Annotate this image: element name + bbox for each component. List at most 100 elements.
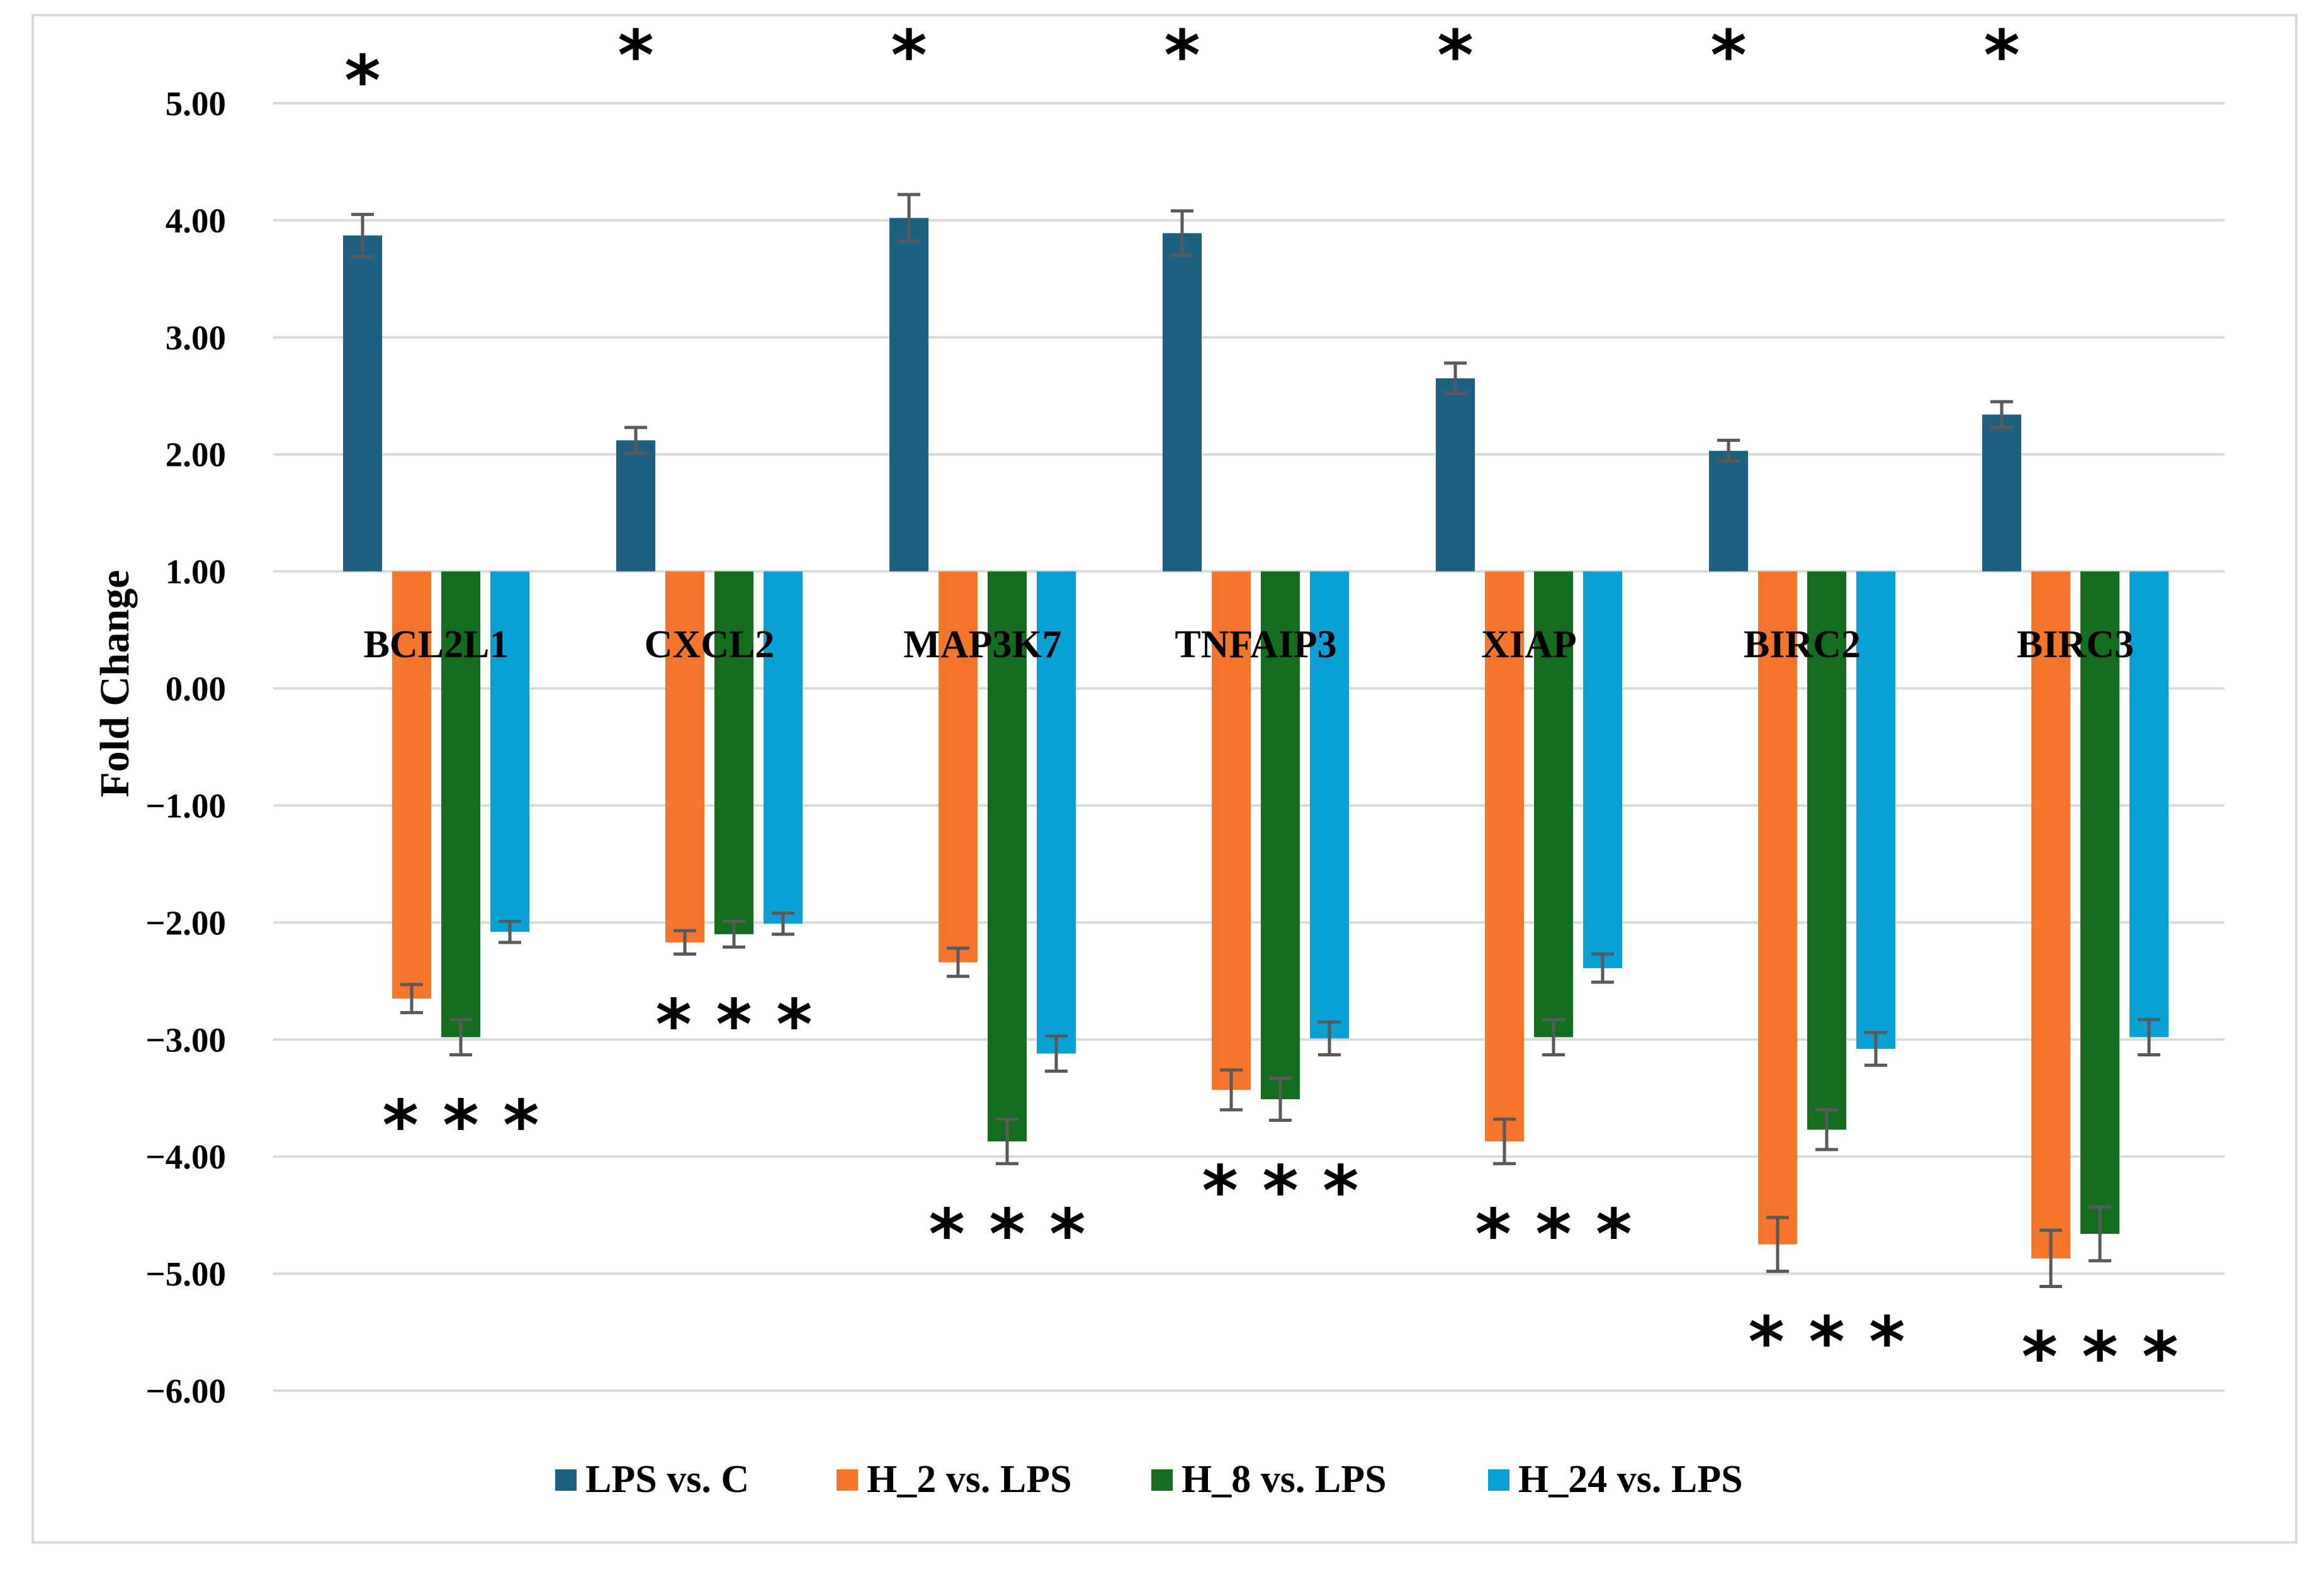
y-tick-label: 0.00 bbox=[166, 670, 226, 708]
legend-swatch bbox=[1151, 1469, 1173, 1491]
error-bar bbox=[499, 920, 521, 944]
bar-tnfaip3-series-1 bbox=[1163, 233, 1202, 572]
error-bar bbox=[1990, 400, 2013, 429]
bar-bcl2l1-series-2 bbox=[392, 571, 431, 999]
error-bar bbox=[898, 193, 920, 243]
legend-swatch bbox=[1488, 1469, 1509, 1491]
legend-swatch bbox=[555, 1469, 577, 1491]
category-label: BCL2L1 bbox=[364, 623, 509, 666]
error-bar bbox=[1717, 438, 1740, 463]
category-label: BIRC3 bbox=[2017, 623, 2134, 666]
category-labels: BCL2L1 CXCL2 MAP3K7 TNFAIP3 XIAP BIRC2 BIRC3 bbox=[364, 623, 2134, 666]
legend-label: LPS vs. C bbox=[585, 1458, 749, 1501]
y-tick-label: −6.00 bbox=[145, 1372, 226, 1410]
error-bar bbox=[1220, 1068, 1243, 1112]
legend-entry: H_8 vs. LPS bbox=[1151, 1458, 1387, 1501]
error-bar bbox=[1171, 209, 1193, 257]
bar-map3k7-series-3 bbox=[988, 571, 1027, 1142]
legend-label: H_24 vs. LPS bbox=[1518, 1458, 1743, 1501]
bar-tnfaip3-series-3 bbox=[1261, 571, 1300, 1100]
bar-map3k7-series-1 bbox=[889, 218, 928, 572]
error-bar bbox=[1542, 1018, 1565, 1056]
y-axis-title: Fold Change bbox=[92, 570, 138, 797]
significance-mark-top: * bbox=[1710, 16, 1747, 96]
error-bar bbox=[2089, 1205, 2111, 1263]
legend-label: H_2 vs. LPS bbox=[867, 1458, 1072, 1501]
legend-label: H_8 vs. LPS bbox=[1182, 1458, 1387, 1501]
y-tick-label: −1.00 bbox=[145, 786, 226, 825]
bar-map3k7-series-4 bbox=[1037, 571, 1076, 1054]
error-bar bbox=[947, 946, 969, 978]
error-bar bbox=[996, 1117, 1018, 1165]
bars bbox=[343, 218, 2169, 1258]
bar-xiap-series-3 bbox=[1534, 571, 1573, 1037]
bar-bcl2l1-series-4 bbox=[490, 571, 529, 932]
significance-mark-bottom: * * * bbox=[928, 1194, 1085, 1274]
significance-mark-bottom: * * * bbox=[655, 985, 812, 1065]
legend-entry: LPS vs. C bbox=[555, 1458, 749, 1501]
error-bar bbox=[1444, 361, 1467, 395]
bar-tnfaip3-series-4 bbox=[1310, 571, 1349, 1039]
bar-bcl2l1-series-1 bbox=[343, 235, 382, 572]
bar-cxcl2-series-3 bbox=[714, 571, 753, 934]
bar-xiap-series-1 bbox=[1436, 378, 1475, 572]
y-tick-label: 1.00 bbox=[166, 553, 226, 591]
significance-mark-bottom: * * * bbox=[382, 1085, 539, 1165]
y-tick-label: −3.00 bbox=[145, 1020, 226, 1059]
significance-marks: * * * * * * * * * * * * * * * * * * * * * * * * * * *… bbox=[344, 16, 2178, 1398]
significance-mark-top: * bbox=[1437, 16, 1474, 96]
bar-cxcl2-series-2 bbox=[665, 571, 704, 942]
y-tick-label: −4.00 bbox=[145, 1138, 226, 1176]
error-bar bbox=[772, 911, 794, 936]
error-bar bbox=[400, 983, 423, 1015]
bar-birc2-series-1 bbox=[1709, 451, 1748, 572]
bar-map3k7-series-2 bbox=[939, 571, 978, 963]
legend: LPS vs. C H_2 vs. LPS H_8 vs. LPS H_24 vs. … bbox=[555, 1458, 1743, 1501]
error-bar bbox=[2039, 1228, 2062, 1289]
legend-swatch bbox=[837, 1469, 858, 1491]
significance-mark-bottom: * * * bbox=[2021, 1317, 2178, 1398]
significance-mark-top: * bbox=[344, 40, 381, 121]
bar-tnfaip3-series-2 bbox=[1212, 571, 1251, 1090]
error-bar bbox=[674, 929, 696, 956]
y-tick-label: 3.00 bbox=[166, 319, 226, 357]
bar-birc3-series-3 bbox=[2080, 571, 2119, 1234]
error-bar bbox=[449, 1018, 472, 1056]
y-tick-label: −5.00 bbox=[145, 1255, 226, 1293]
error-bar bbox=[1045, 1034, 1068, 1073]
significance-mark-bottom: * * * bbox=[1475, 1194, 1632, 1274]
fold-change-bar-chart: 5.00 4.00 3.00 2.00 1.00 0.00 −1.00 −2.00 −3.00 −… bbox=[92, 16, 2225, 1501]
y-tick-label: −2.00 bbox=[145, 903, 226, 942]
legend-entry: H_2 vs. LPS bbox=[837, 1458, 1072, 1501]
significance-mark-bottom: * * * bbox=[1202, 1151, 1358, 1231]
error-bar bbox=[1591, 952, 1614, 984]
bar-birc3-series-1 bbox=[1982, 414, 2021, 572]
bar-bcl2l1-series-3 bbox=[441, 571, 480, 1037]
error-bar bbox=[1864, 1031, 1887, 1067]
bar-cxcl2-series-1 bbox=[616, 440, 655, 572]
error-bar bbox=[1318, 1020, 1341, 1056]
chart-frame: 5.00 4.00 3.00 2.00 1.00 0.00 −1.00 −2.00 −3.00 −… bbox=[31, 14, 2298, 1544]
significance-mark-top: * bbox=[1983, 16, 2020, 96]
y-tick-label: 4.00 bbox=[166, 201, 226, 240]
category-label: MAP3K7 bbox=[903, 623, 1061, 666]
error-bar bbox=[624, 426, 647, 455]
error-bar bbox=[1815, 1108, 1838, 1151]
significance-mark-bottom: * * * bbox=[1748, 1301, 1905, 1382]
significance-mark-top: * bbox=[1164, 16, 1200, 96]
error-bar bbox=[2138, 1018, 2160, 1056]
bar-birc2-series-3 bbox=[1807, 571, 1846, 1130]
error-bar bbox=[1493, 1117, 1516, 1165]
significance-mark-top: * bbox=[618, 16, 654, 96]
bar-xiap-series-4 bbox=[1583, 571, 1622, 968]
y-tick-labels: 5.00 4.00 3.00 2.00 1.00 0.00 −1.00 −2.00 −3.00 −… bbox=[145, 84, 226, 1410]
error-bar bbox=[1269, 1077, 1292, 1122]
category-label: TNFAIP3 bbox=[1175, 623, 1336, 666]
bar-xiap-series-2 bbox=[1485, 571, 1524, 1142]
y-tick-label: 2.00 bbox=[166, 436, 226, 474]
category-label: BIRC2 bbox=[1744, 623, 1861, 666]
bar-birc2-series-2 bbox=[1758, 571, 1797, 1245]
error-bar bbox=[351, 213, 374, 259]
y-tick-label: 5.00 bbox=[166, 84, 226, 123]
bar-birc2-series-4 bbox=[1856, 571, 1895, 1049]
